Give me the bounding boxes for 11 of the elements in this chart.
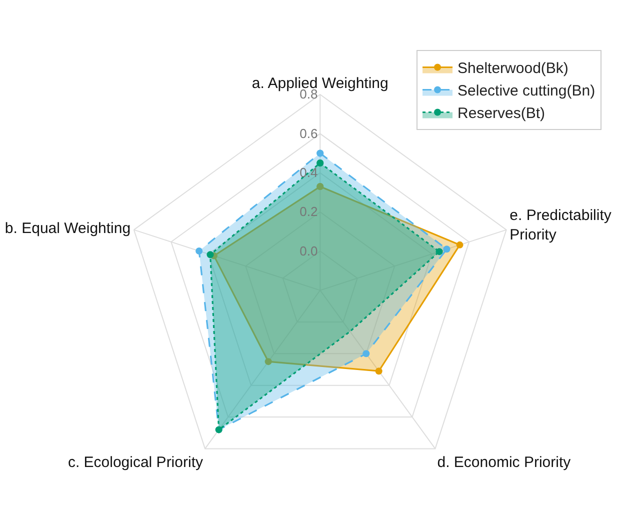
y-tick-label: 0.6 (300, 126, 318, 141)
spoke-label: d. Economic Priority (437, 454, 572, 471)
spoke-label: b. Equal Weighting (4, 220, 131, 237)
spoke-label: a. Applied Weighting (252, 75, 388, 92)
y-tick-label: 0.0 (300, 243, 318, 258)
legend-label: Selective cutting(Bn) (458, 82, 596, 100)
legend-label: Shelterwood(Bk) (458, 60, 568, 78)
legend-label: Reserves(Bt) (458, 105, 546, 122)
spoke-label: c. Ecological Priority (68, 454, 204, 471)
y-tick-label: 0.2 (300, 204, 318, 220)
spoke-label: e. Predictability Priority (510, 207, 612, 244)
